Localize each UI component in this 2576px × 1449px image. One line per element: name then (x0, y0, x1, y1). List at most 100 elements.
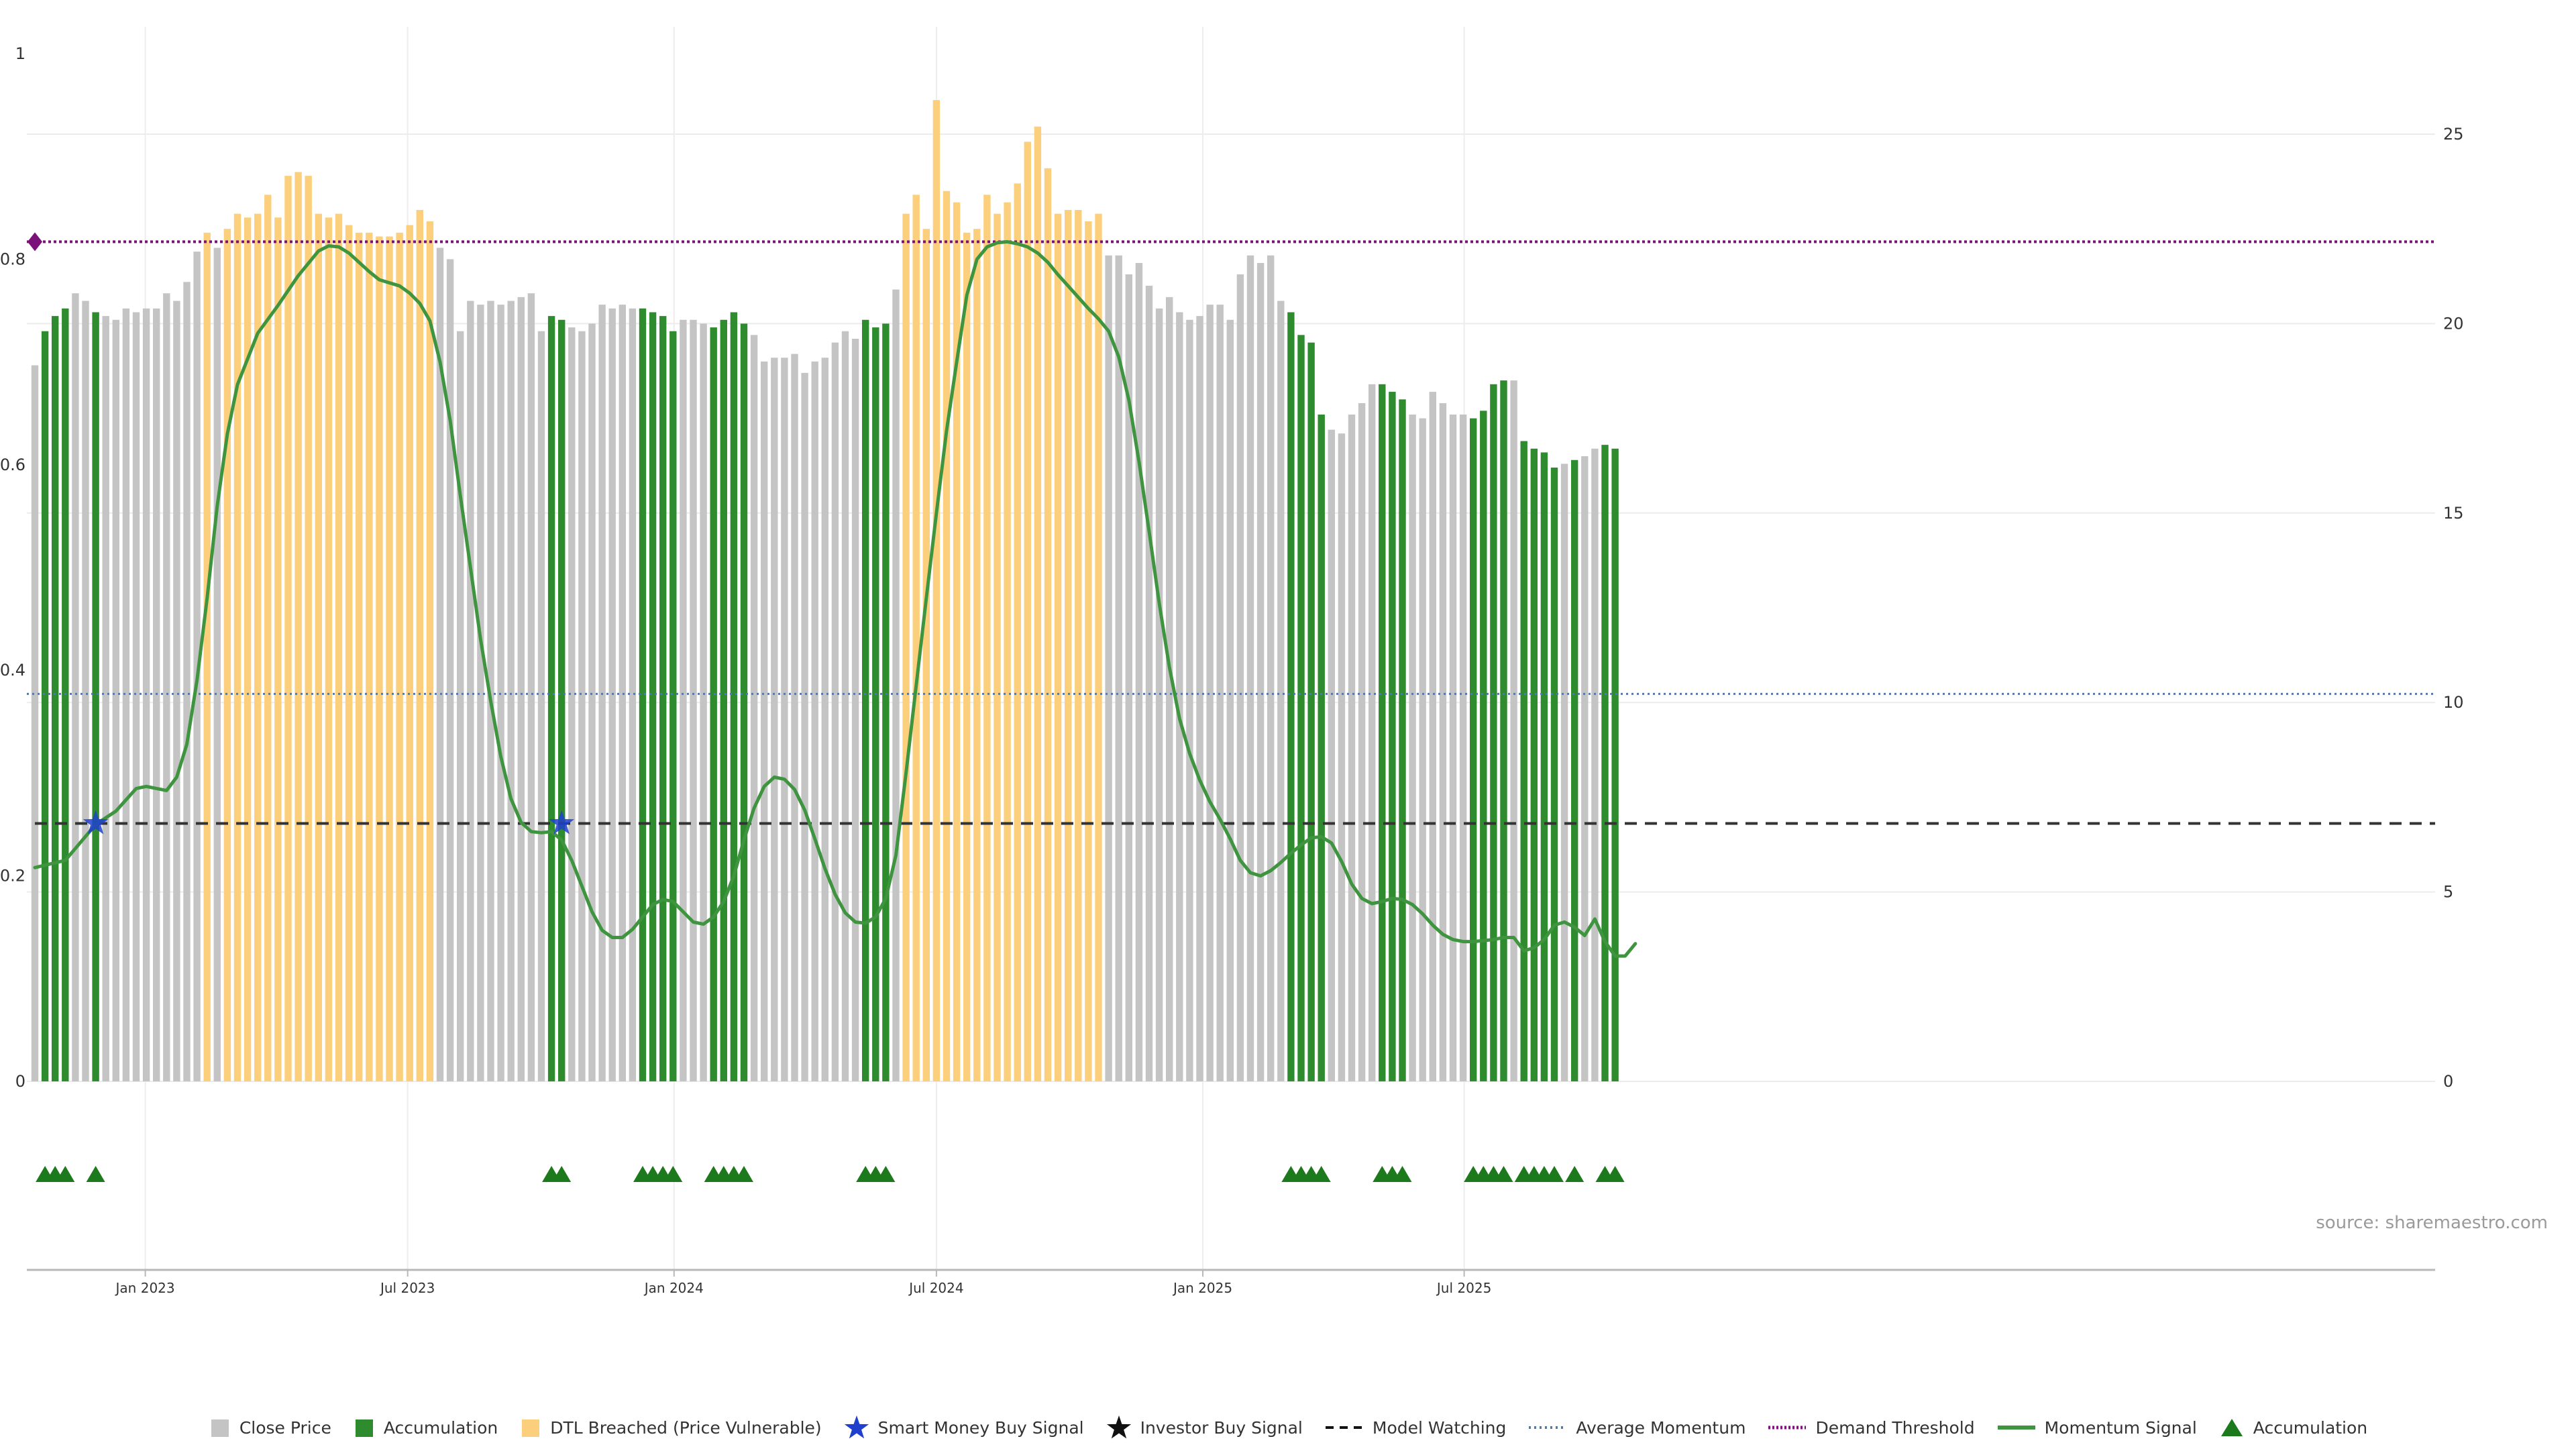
close-price-bar (1338, 433, 1346, 1081)
dtl-breached-bar (254, 213, 262, 1081)
close-price-bar (193, 252, 201, 1081)
close-price-bar (467, 301, 474, 1082)
dtl-breached-bar (386, 236, 393, 1082)
accumulation-bar (1550, 468, 1558, 1081)
close-price-bar (457, 331, 464, 1081)
left-axis-tick-label: 0.6 (0, 455, 25, 474)
accumulation-bar (669, 331, 677, 1081)
dtl-breached-bar (912, 195, 920, 1081)
legend-item-avg-momentum: Average Momentum (1527, 1415, 1746, 1440)
legend-label: Model Watching (1372, 1417, 1507, 1438)
accumulation-bar (1480, 411, 1487, 1081)
close-price-bar (446, 259, 454, 1081)
left-axis-tick-label: 0 (15, 1072, 25, 1091)
dtl-breached-bar (1014, 183, 1021, 1081)
close-price-bar (1196, 316, 1203, 1081)
close-price-bar (1115, 255, 1122, 1082)
accumulation-triangle (1494, 1166, 1513, 1182)
accumulation-bar (92, 312, 99, 1081)
dtl-breached-bar (406, 225, 413, 1081)
accumulation-bar (1379, 384, 1386, 1081)
accumulation-bar (730, 312, 738, 1081)
dtl-breached-bar (953, 202, 961, 1081)
accumulation-triangle (552, 1166, 572, 1182)
close-price-bar (1439, 403, 1447, 1081)
close-price-bar (527, 293, 535, 1081)
accumulation-bar (1601, 445, 1609, 1081)
dtl-breached-bar (902, 213, 910, 1081)
close-price-bar (1358, 403, 1366, 1081)
legend-label: Accumulation (2253, 1417, 2368, 1438)
accumulation-bar (649, 312, 657, 1081)
legend-icon-dash-line (1325, 1426, 1363, 1429)
close-price-bar (1429, 392, 1436, 1082)
dtl-breached-bar (963, 232, 971, 1081)
momentum-signal (33, 239, 1638, 958)
close-price-bar (72, 293, 79, 1081)
dtl-breached-bar (274, 217, 282, 1082)
close-price-bar (477, 305, 484, 1081)
accumulation-bar (740, 323, 748, 1081)
accumulation-triangle (56, 1166, 75, 1182)
smart-money-buy-star (549, 810, 575, 835)
accumulation-triangle (876, 1166, 896, 1182)
left-axis-tick-label: 0.2 (0, 867, 25, 885)
dtl-breached-bar (345, 225, 353, 1081)
close-price-bar (1246, 255, 1254, 1082)
close-price-bar (102, 316, 109, 1081)
close-price-bar (700, 323, 707, 1081)
close-price-bar (173, 301, 180, 1082)
close-price-bar (892, 289, 900, 1081)
right-axis-tick-label: 0 (2443, 1072, 2453, 1091)
close-price-bar (791, 354, 798, 1081)
dtl-breached-bar (223, 229, 231, 1082)
x-axis-tick-label: Jul 2023 (379, 1280, 435, 1296)
legend-icon-triangle (2220, 1419, 2243, 1436)
legend-item-dtl: DTL Breached (Price Vulnerable) (519, 1415, 822, 1440)
accumulation-triangle (735, 1166, 753, 1182)
close-price-bar (112, 319, 119, 1082)
close-price-bar (1256, 263, 1265, 1082)
legend: Close Price Accumulation DTL Breached (Pri… (0, 1413, 2576, 1442)
close-price-bar (122, 308, 130, 1082)
close-price-bar (1409, 414, 1416, 1081)
legend-swatch (522, 1419, 540, 1437)
dtl-breached-bar (396, 232, 403, 1081)
close-price-bar (183, 282, 191, 1082)
close-price-bar (1166, 297, 1173, 1081)
legend-swatch (355, 1419, 373, 1437)
accumulation-bar (862, 319, 869, 1082)
accumulation-bar (558, 319, 566, 1082)
close-price-bar (1186, 319, 1193, 1082)
dtl-breached-bar (203, 232, 211, 1081)
legend-label: Smart Money Buy Signal (877, 1417, 1084, 1438)
legend-item-accum-tri: Accumulation (2218, 1415, 2367, 1440)
accumulation-bar (882, 323, 890, 1081)
legend-icon-square (522, 1419, 540, 1437)
close-price-bar (841, 331, 849, 1081)
dtl-breached-bar (244, 217, 252, 1082)
accumulation-bar (1530, 448, 1538, 1081)
star-icon (1106, 1415, 1131, 1439)
legend-icon-star-black (1106, 1415, 1131, 1439)
dtl-breached-bar (932, 100, 941, 1082)
accumulation-bar (720, 319, 727, 1082)
close-price-bar (821, 358, 828, 1082)
accumulation-bar (1520, 441, 1527, 1081)
accumulation-triangle (86, 1166, 105, 1182)
dtl-breached-bar (284, 176, 292, 1082)
accumulation-bar (872, 327, 879, 1082)
legend-icon-dense-dot-line (1768, 1426, 1807, 1430)
close-price-bar (1125, 274, 1132, 1081)
accumulation-bar (659, 316, 667, 1081)
close-price-bar (1459, 414, 1467, 1081)
dtl-breached-bar (973, 229, 981, 1082)
close-price-bar (801, 372, 808, 1081)
close-price-bar (1368, 384, 1376, 1081)
close-price-bar (436, 248, 444, 1082)
legend-label: Momentum Signal (2044, 1417, 2197, 1438)
close-price-bar (517, 297, 525, 1081)
close-price-bar (578, 331, 586, 1081)
close-price-bar (1267, 255, 1275, 1082)
